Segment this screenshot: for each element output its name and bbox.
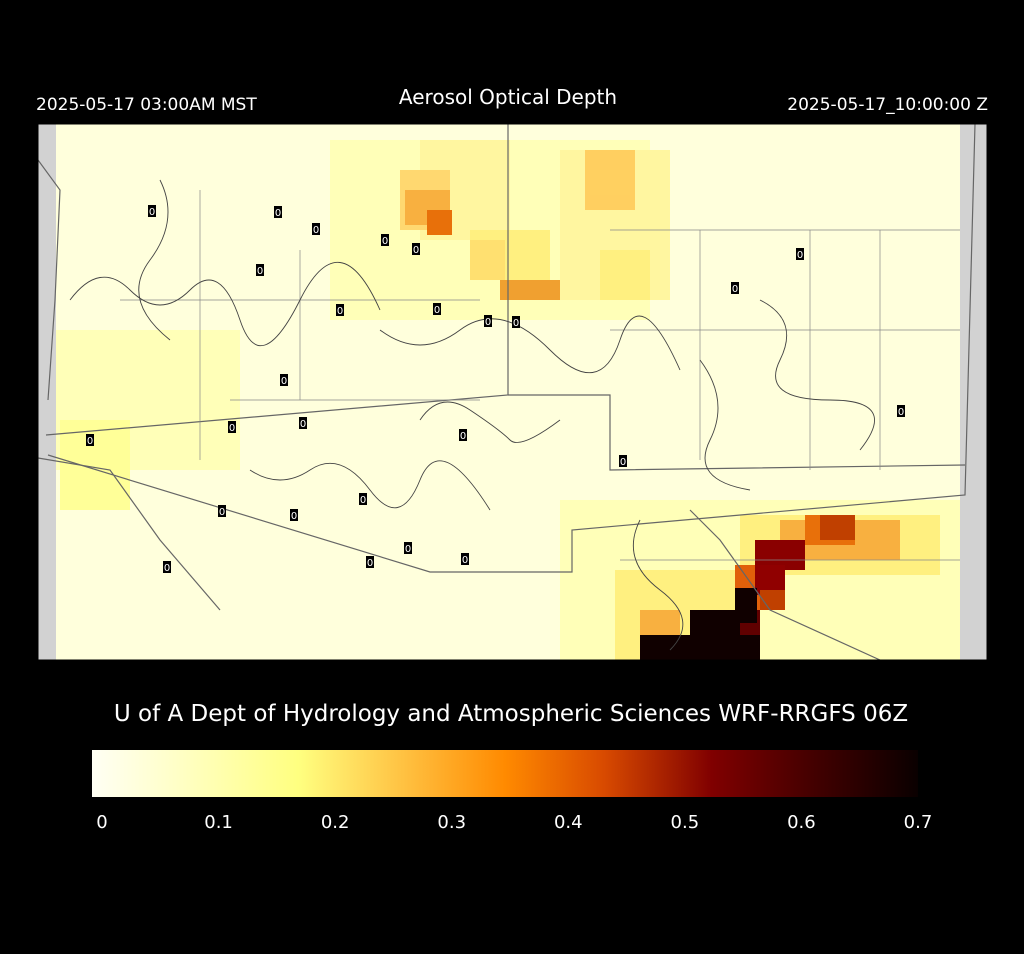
station-value: 0 [405, 544, 411, 555]
station-box [228, 421, 236, 433]
station-value: 0 [300, 419, 306, 430]
station-box [86, 434, 94, 446]
station-value: 0 [257, 266, 263, 277]
station-markers: 0 0 0 0 0 0 0 0 0 0 0 0 0 0 0 0 0 0 0 0 0 0 0 0 0 0 [86, 205, 905, 574]
station-box [163, 561, 171, 573]
no-data-strip [960, 124, 987, 660]
station-box [256, 264, 264, 276]
credit: U of A Dept of Hydrology and Atmospheric… [114, 701, 908, 727]
station-box [512, 316, 520, 328]
state-boundaries [38, 124, 976, 660]
station-box [336, 304, 344, 316]
colorbar-tick-label: 0.3 [437, 812, 466, 833]
station-value: 0 [219, 507, 225, 518]
aerosol-patch [60, 420, 130, 510]
station-value: 0 [367, 558, 373, 569]
station-box [412, 243, 420, 255]
station-box [359, 493, 367, 505]
station-box [433, 303, 441, 315]
station-value: 0 [382, 236, 388, 247]
station-box [274, 206, 282, 218]
station-box [312, 223, 320, 235]
station-value: 0 [797, 250, 803, 261]
terrain-contours [69, 179, 875, 651]
station-box [290, 509, 298, 521]
station-value: 0 [87, 436, 93, 447]
station-box [897, 405, 905, 417]
valid-time-local: 2025-05-17 03:00AM MST [36, 95, 257, 115]
colorbar [92, 750, 918, 797]
station-box [461, 553, 469, 565]
station-value: 0 [460, 431, 466, 442]
station-value: 0 [360, 495, 366, 506]
colorbar-tick-label: 0.2 [321, 812, 350, 833]
station-value: 0 [291, 511, 297, 522]
station-box [459, 429, 467, 441]
aerosol-patch [735, 588, 757, 623]
station-value: 0 [149, 207, 155, 218]
colorbar-tick-label: 0.1 [204, 812, 233, 833]
station-box [381, 234, 389, 246]
aerosol-patch [600, 250, 650, 300]
colorbar-tick-label: 0 [96, 812, 107, 833]
station-box [404, 542, 412, 554]
station-value: 0 [337, 306, 343, 317]
station-value: 0 [620, 457, 626, 468]
station-box [619, 455, 627, 467]
map-title: Aerosol Optical Depth [399, 85, 617, 109]
colorbar-tick-label: 0.7 [904, 812, 933, 833]
valid-time-utc: 2025-05-17_10:00:00 Z [787, 95, 988, 115]
station-value: 0 [732, 284, 738, 295]
station-value: 0 [485, 317, 491, 328]
aerosol-patch [760, 590, 785, 610]
station-box [731, 282, 739, 294]
aerosol-patch [590, 170, 630, 195]
station-box [148, 205, 156, 217]
station-value: 0 [313, 225, 319, 236]
colorbar-ticks: 0 0.1 0.2 0.3 0.4 0.5 0.6 0.7 [96, 812, 932, 833]
aerosol-patch [690, 610, 740, 660]
map-area: 0 0 0 0 0 0 0 0 0 0 0 0 0 0 0 0 0 0 0 0 0 0 0 0 0 0 [38, 124, 987, 660]
no-data-strip [38, 124, 56, 660]
station-value: 0 [229, 423, 235, 434]
colorbar-tick-label: 0.6 [787, 812, 816, 833]
station-value: 0 [281, 376, 287, 387]
aerosol-patch [500, 280, 560, 300]
station-value: 0 [164, 563, 170, 574]
station-box [299, 417, 307, 429]
station-value: 0 [462, 555, 468, 566]
map-frame [37, 123, 988, 661]
station-box [796, 248, 804, 260]
colorbar-tick-label: 0.4 [554, 812, 583, 833]
aerosol-patch [427, 210, 452, 235]
station-value: 0 [434, 305, 440, 316]
aerosol-patch [820, 515, 855, 540]
station-value: 0 [413, 245, 419, 256]
station-value: 0 [513, 318, 519, 329]
aerosol-field [40, 140, 960, 660]
colorbar-tick-label: 0.5 [671, 812, 700, 833]
station-box [366, 556, 374, 568]
station-value: 0 [898, 407, 904, 418]
station-box [218, 505, 226, 517]
station-box [280, 374, 288, 386]
station-box [484, 315, 492, 327]
station-value: 0 [275, 208, 281, 219]
aerosol-patch [470, 240, 505, 280]
